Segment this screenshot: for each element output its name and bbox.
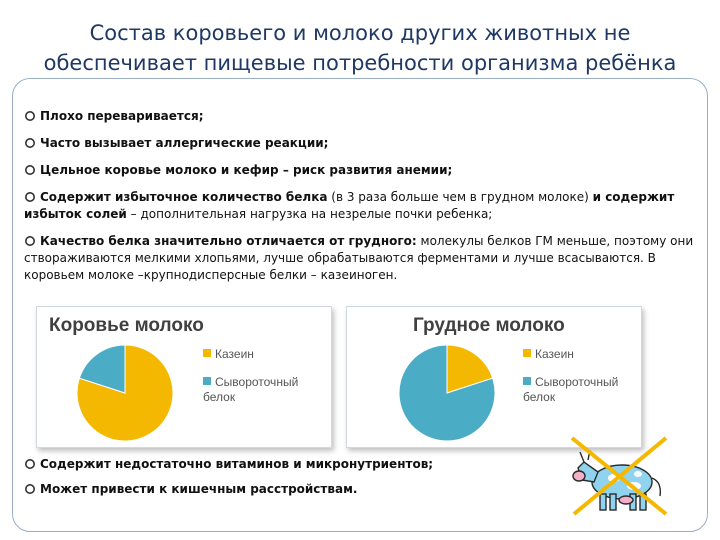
bullet-text-rest: – дополнительная нагрузка на незрелые по…: [126, 207, 493, 221]
list-item: Часто вызывает аллергические реакции;: [24, 135, 696, 152]
circle-bullet-icon: [25, 165, 35, 175]
bottom-bullet-list: Содержит недостаточно витаминов и микрон…: [24, 456, 564, 506]
pie-slice-whey: [78, 344, 126, 394]
bullet-text: Может привести к кишечным расстройствам.: [40, 482, 358, 496]
bullet-list: Плохо переваривается; Часто вызывает алл…: [24, 108, 696, 294]
legend-item-whey: Сывороточный белок: [203, 375, 313, 405]
legend-swatch: [523, 349, 531, 357]
chart-title: Коровье молоко: [49, 315, 204, 336]
slide-title-line-2: обеспечивает пищевые потребности организ…: [43, 51, 677, 75]
slide-title-line-1: Состав коровьего и молоко других животны…: [89, 21, 631, 45]
list-item: Плохо переваривается;: [24, 108, 696, 125]
legend-swatch: [523, 377, 531, 385]
bullet-text-bold-2: и содержит избыток солей: [24, 190, 675, 221]
chart-card-breast-milk: Грудное молоко Казеин Сывороточный белок: [346, 306, 642, 448]
chart-title: Грудное молоко: [413, 315, 565, 336]
list-item: Может привести к кишечным расстройствам.: [24, 481, 564, 498]
circle-bullet-icon: [25, 192, 35, 202]
pie-chart-breast-milk: [398, 344, 496, 442]
circle-bullet-icon: [25, 459, 35, 469]
chart-card-cow-milk: Коровье молоко Казеин Сывороточный белок: [36, 306, 332, 448]
list-item: Цельное коровье молоко и кефир – риск ра…: [24, 162, 696, 179]
legend-item-whey: Сывороточный белок: [523, 375, 633, 405]
pie-slice-whey: [398, 344, 496, 442]
bullet-text-bold: Содержит избыточное количество белка: [40, 190, 328, 204]
bullet-text: Цельное коровье молоко и кефир – риск ра…: [40, 163, 453, 177]
legend-label: Казеин: [535, 347, 574, 361]
slide-title: Состав коровьего и молоко других животны…: [20, 18, 700, 78]
legend-item-casein: Казеин: [523, 347, 574, 362]
legend-swatch: [203, 377, 211, 385]
pie-chart-cow-milk: [76, 344, 174, 442]
legend-item-casein: Казеин: [203, 347, 254, 362]
bullet-text: Плохо переваривается;: [40, 109, 204, 123]
crossed-out-cow-icon: [570, 436, 668, 516]
legend-label: Казеин: [215, 347, 254, 361]
bullet-text: Содержит недостаточно витаминов и микрон…: [40, 457, 434, 471]
list-item: Содержит избыточное количество белка (в …: [24, 189, 696, 223]
circle-bullet-icon: [25, 236, 35, 246]
bullet-text-note: (в 3 раза больше чем в грудном молоке): [327, 190, 593, 204]
legend-swatch: [203, 349, 211, 357]
circle-bullet-icon: [25, 484, 35, 494]
circle-bullet-icon: [25, 138, 35, 148]
circle-bullet-icon: [25, 111, 35, 121]
bullet-text-rest: молекулы белков ГМ меньше, поэтому они с…: [24, 234, 694, 282]
list-item: Содержит недостаточно витаминов и микрон…: [24, 456, 564, 473]
legend-label: Сывороточный белок: [523, 375, 619, 404]
legend-label: Сывороточный белок: [203, 375, 299, 404]
pie-slice-casein: [446, 344, 494, 394]
bullet-text: Часто вызывает аллергические реакции;: [40, 136, 329, 150]
bullet-text-bold: Качество белка значительно отличается от…: [40, 234, 417, 248]
list-item: Качество белка значительно отличается от…: [24, 233, 696, 284]
